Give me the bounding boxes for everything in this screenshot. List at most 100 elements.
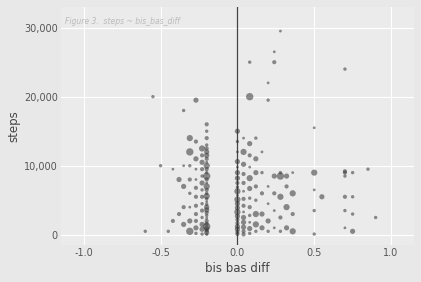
Point [258,212,265,216]
Point [289,212,296,216]
Point [311,208,317,213]
Point [277,215,284,220]
Point [203,122,210,127]
Point [192,167,199,171]
Point [203,221,210,226]
Point [234,165,241,169]
Point [192,219,199,223]
Point [240,162,247,167]
Point [192,139,199,144]
Point [246,141,253,146]
Point [187,219,193,223]
Point [203,216,210,221]
Point [199,146,205,151]
Point [253,222,259,227]
Point [170,167,176,171]
Point [142,229,149,233]
Point [240,136,247,140]
Point [192,204,199,208]
Point [349,170,356,175]
Point [203,167,210,171]
Point [234,197,241,202]
Point [192,231,199,236]
Point [203,219,210,223]
Point [258,170,265,175]
Point [240,172,247,176]
Point [199,222,205,227]
Point [203,160,210,164]
Point [311,170,317,175]
Point [199,201,205,206]
Point [265,184,272,189]
Point [234,214,241,218]
Point [192,157,199,161]
Point [240,197,247,201]
Point [246,231,253,236]
Point [187,205,193,210]
Point [283,174,290,178]
Point [265,81,272,85]
Point [149,94,156,99]
Point [199,188,205,192]
Point [234,201,241,206]
Point [180,184,187,189]
Point [372,215,379,220]
Point [289,191,296,196]
Point [187,229,193,233]
Point [234,224,241,229]
Point [203,150,210,154]
Point [203,170,210,175]
Point [203,188,210,192]
Point [253,212,259,216]
Point [341,208,348,213]
Point [203,213,210,218]
Point [349,229,356,233]
Point [192,212,199,216]
Point [341,67,348,71]
Point [192,226,199,230]
Point [341,226,348,230]
Point [234,230,241,234]
Point [240,232,247,237]
Point [203,164,210,168]
Point [240,150,247,154]
Point [203,197,210,201]
Point [258,191,265,196]
Point [277,170,284,175]
Point [258,226,265,230]
Point [277,29,284,33]
Point [199,153,205,158]
Point [199,227,205,232]
Point [192,177,199,182]
Point [341,170,348,175]
Point [176,177,182,182]
Point [203,224,210,229]
Y-axis label: steps: steps [7,110,20,142]
Point [187,177,193,182]
Point [253,157,259,161]
Point [199,174,205,178]
Point [234,221,241,225]
Point [246,213,253,218]
Point [283,205,290,210]
Point [203,184,210,189]
Point [311,125,317,130]
Point [192,98,199,102]
X-axis label: bis bas diff: bis bas diff [205,262,270,275]
Point [176,212,182,216]
Point [203,174,210,178]
Point [246,165,253,169]
Point [180,205,187,210]
Point [271,226,277,230]
Point [253,136,259,140]
Point [157,164,164,168]
Point [234,185,241,190]
Point [203,226,210,231]
Point [258,150,265,154]
Text: Figure 3.  steps ~ bis_bas_diff: Figure 3. steps ~ bis_bas_diff [65,17,180,26]
Point [234,139,241,144]
Point [246,205,253,210]
Point [271,191,277,196]
Point [234,210,241,214]
Point [349,195,356,199]
